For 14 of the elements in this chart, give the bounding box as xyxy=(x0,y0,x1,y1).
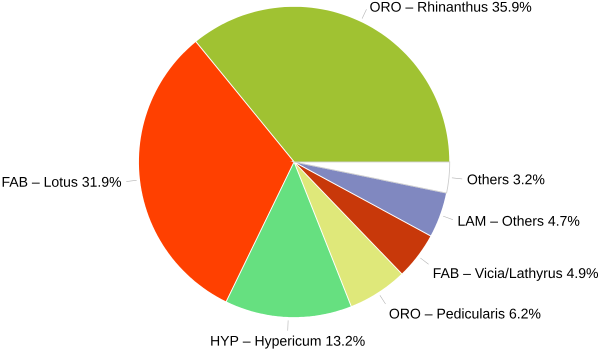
data-label: 31.9% xyxy=(82,176,122,187)
slice-label: FAB – Vicia/Lathyrus xyxy=(434,268,562,281)
slice-label: Others xyxy=(468,174,509,184)
data-label: 13.2% xyxy=(326,336,365,346)
slice-label: ORO – Rhinanthus xyxy=(370,1,488,12)
data-label: 35.9% xyxy=(492,2,532,12)
data-label: 4.7% xyxy=(548,216,580,226)
slice-label: ORO – Pedicularis xyxy=(390,308,505,319)
slice-label: LAM – Others xyxy=(458,216,544,226)
data-label: 4.9% xyxy=(566,268,598,278)
slice-label: FAB – Lotus xyxy=(2,177,78,187)
data-label: 3.2% xyxy=(513,174,544,184)
data-label: 6.2% xyxy=(510,308,540,319)
slice-label: HYP – Hypericum xyxy=(211,335,321,349)
